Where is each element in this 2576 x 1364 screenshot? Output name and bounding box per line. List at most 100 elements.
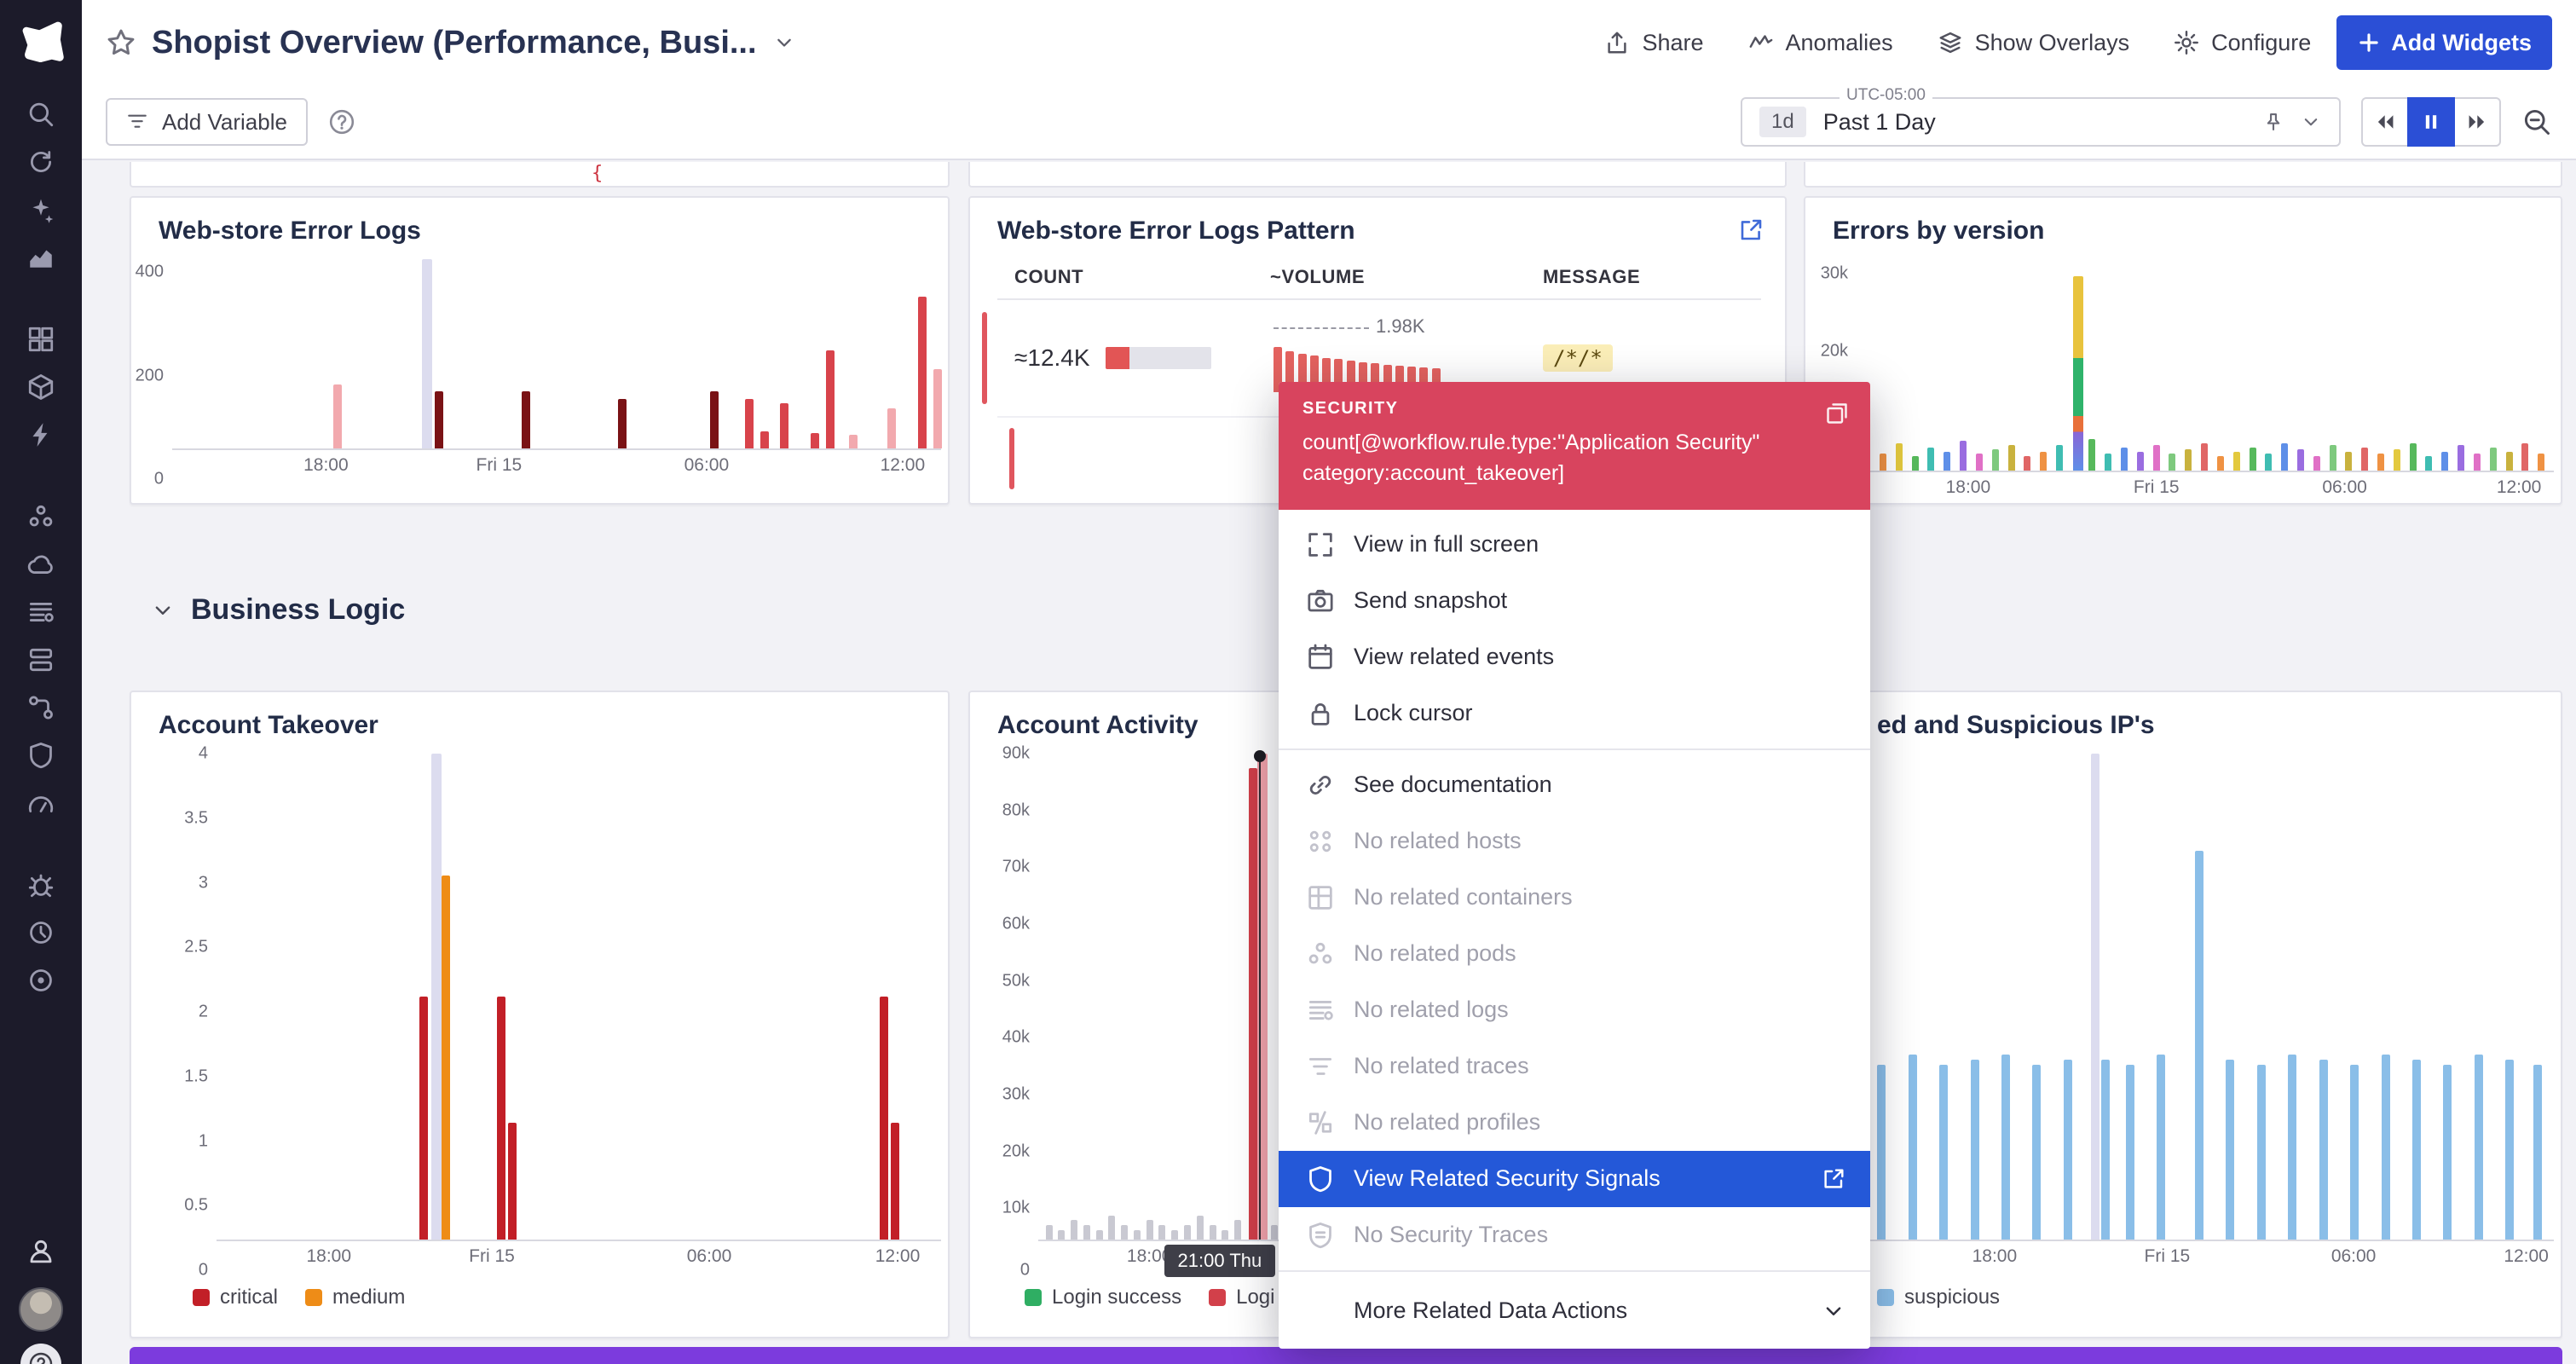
menu-item-see-documentation[interactable]: See documentation xyxy=(1279,757,1870,813)
chart-bar xyxy=(1248,768,1257,1240)
legend-item[interactable]: critical xyxy=(193,1286,278,1309)
menu-item-more-related-data-actions[interactable]: More Related Data Actions xyxy=(1279,1279,1870,1344)
widget-fragment: { xyxy=(592,163,604,184)
x-tick-label: 18:00 xyxy=(1972,1246,2018,1266)
y-tick-label: 20k xyxy=(1002,1141,1030,1161)
chart-bar xyxy=(1334,359,1343,392)
chart-bar xyxy=(1960,441,1967,471)
widget-account-takeover: Account Takeover 4 3.5 3 2.5 2 1.5 1 0.5 0 18:00… xyxy=(130,691,950,1338)
datadog-logo[interactable] xyxy=(15,15,66,66)
security-query: count[@workflow.rule.type:"Application S… xyxy=(1302,431,1760,486)
add-widgets-button[interactable]: Add Widgets xyxy=(2336,15,2552,70)
sidebar-pipeline-icon[interactable] xyxy=(17,684,65,731)
open-in-log-explorer-icon[interactable] xyxy=(1737,217,1765,244)
help-icon[interactable] xyxy=(328,108,355,136)
configure-button[interactable]: Configure xyxy=(2174,30,2311,56)
y-axis: 90k 80k 70k 60k 50k 40k 30k 20k 10k 0 xyxy=(970,744,1038,1280)
chevron-down-icon[interactable] xyxy=(772,31,796,55)
legend-item[interactable]: Login success xyxy=(1025,1286,1181,1309)
x-tick-label: Fri 15 xyxy=(2133,477,2180,497)
pattern-count: ≈12.4K xyxy=(1014,321,1270,396)
pause-button[interactable] xyxy=(2407,97,2455,147)
chart-bar xyxy=(1371,363,1380,392)
user-avatar[interactable] xyxy=(19,1287,63,1332)
chevron-down-icon xyxy=(150,598,176,623)
add-variable-button[interactable]: Add Variable xyxy=(106,98,308,146)
menu-item-view-related-security-signals[interactable]: View Related Security Signals xyxy=(1279,1150,1870,1207)
share-button[interactable]: Share xyxy=(1604,30,1704,56)
section-business-logic[interactable]: Business Logic xyxy=(150,593,405,627)
sidebar-shield-icon[interactable] xyxy=(17,731,65,779)
chart-bar xyxy=(2489,447,2497,471)
menu-item-send-snapshot[interactable]: Send snapshot xyxy=(1279,573,1870,629)
chart-bar xyxy=(2505,451,2513,471)
sidebar-history-icon[interactable] xyxy=(17,138,65,186)
sidebar-watch-icon[interactable] xyxy=(17,909,65,957)
chart-bar xyxy=(1222,1229,1229,1240)
chart-tooltip: 21:00 Thu xyxy=(1164,1245,1276,1277)
plot-area xyxy=(1863,754,2554,1241)
x-axis: 18:00 Fri 15 06:00 12:00 xyxy=(1863,1245,2554,1270)
legend-item[interactable]: suspicious xyxy=(1877,1286,2000,1309)
sidebar-cube-icon[interactable] xyxy=(17,363,65,411)
column-message: MESSAGE xyxy=(1543,266,1641,287)
sidebar-bug-icon[interactable] xyxy=(17,861,65,909)
menu-item-view-related-events[interactable]: View related events xyxy=(1279,629,1870,685)
sidebar-gauge-icon[interactable] xyxy=(17,779,65,827)
star-icon[interactable] xyxy=(106,27,136,58)
chart-bar xyxy=(2063,1060,2072,1240)
cut-off-widget xyxy=(968,162,1787,188)
chart-bar xyxy=(1879,454,1886,471)
anomalies-button[interactable]: Anomalies xyxy=(1748,30,1893,56)
sidebar-chart-icon[interactable] xyxy=(17,234,65,281)
chevron-down-icon[interactable] xyxy=(2300,111,2322,133)
chart-bar xyxy=(1309,355,1319,392)
menu-item-no-related-hosts: No related hosts xyxy=(1279,813,1870,870)
sidebar-stack-icon[interactable] xyxy=(17,636,65,684)
chart-bar xyxy=(1358,361,1367,392)
sidebar-bolt-icon[interactable] xyxy=(17,411,65,459)
show-overlays-button[interactable]: Show Overlays xyxy=(1938,30,2129,56)
legend-item[interactable]: Logi xyxy=(1209,1286,1274,1309)
widget-title: Errors by version xyxy=(1833,217,2045,245)
chart-bar xyxy=(1183,1224,1191,1240)
sidebar-cloud-icon[interactable] xyxy=(17,540,65,588)
legend-item[interactable]: medium xyxy=(305,1286,405,1309)
sidebar-pods-icon[interactable] xyxy=(17,493,65,540)
rewind-button[interactable] xyxy=(2361,97,2409,147)
help-button[interactable] xyxy=(20,1344,61,1364)
sidebar xyxy=(0,0,82,1364)
pattern-row[interactable]: ≈12.4K 1.98K /*/* xyxy=(982,300,1761,418)
sidebar-person-icon[interactable] xyxy=(17,1228,65,1275)
chart-bar xyxy=(744,399,754,448)
zoom-out-icon[interactable] xyxy=(2521,107,2552,137)
menu-item-lock-cursor[interactable]: Lock cursor xyxy=(1279,685,1870,742)
chart-bar xyxy=(2350,1064,2359,1240)
playback-controls xyxy=(2361,97,2501,147)
menu-item-no-related-pods: No related pods xyxy=(1279,926,1870,982)
chart-bar xyxy=(2256,1064,2266,1240)
chevron-down-icon xyxy=(1821,1298,1846,1324)
plot-area xyxy=(1857,259,2554,472)
forward-button[interactable] xyxy=(2453,97,2501,147)
time-range-picker[interactable]: 1d Past 1 Day xyxy=(1741,97,2341,147)
chart-bar xyxy=(2024,455,2031,471)
sidebar-target-icon[interactable] xyxy=(17,957,65,1004)
pop-out-icon[interactable] xyxy=(1824,401,1850,426)
chart-bar xyxy=(507,1123,517,1240)
x-tick-label: 06:00 xyxy=(684,455,730,475)
sidebar-search-icon[interactable] xyxy=(17,90,65,138)
chart-bar xyxy=(917,297,927,448)
pattern-row-partial[interactable] xyxy=(997,418,1761,500)
sidebar-sparkle-icon[interactable] xyxy=(17,186,65,234)
x-tick-label: 12:00 xyxy=(2496,477,2542,497)
chart-bar xyxy=(1970,1060,1979,1240)
menu-item-no-security-traces: No Security Traces xyxy=(1279,1207,1870,1263)
menu-item-view-in-full-screen[interactable]: View in full screen xyxy=(1279,517,1870,573)
pin-icon[interactable] xyxy=(2262,111,2284,133)
sidebar-nav xyxy=(17,90,65,1004)
sidebar-grid-icon[interactable] xyxy=(17,315,65,363)
y-tick-label: 80k xyxy=(1002,800,1030,820)
chart-bar xyxy=(2032,1064,2042,1240)
sidebar-logs-icon[interactable] xyxy=(17,588,65,636)
